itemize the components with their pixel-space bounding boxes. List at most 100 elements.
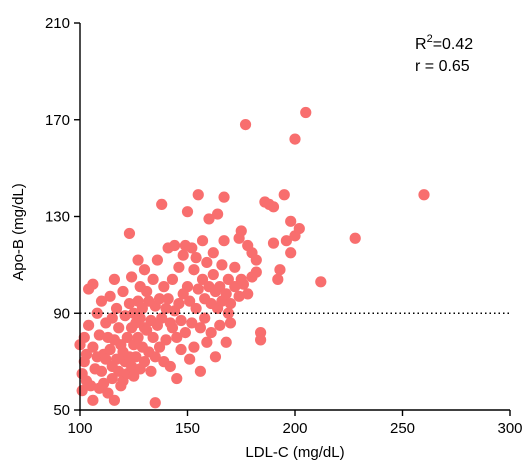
r-squared-label: R2=0.42 [415,33,473,53]
scatter-point [300,106,312,119]
scatter-point [280,235,292,247]
scatter-point [177,249,189,261]
scatter-point [87,394,99,406]
scatter-point [188,341,200,353]
scatter-point [173,261,185,273]
scatter-point [95,295,108,307]
scatter-point [85,380,97,392]
r-value-label: r = 0.65 [415,58,470,75]
scatter-point [83,319,95,331]
scatter-point [153,293,166,305]
scatter-point [242,288,254,300]
r-squared-superscript: 2 [427,33,433,45]
scatter-point [194,365,206,377]
scatter-point [175,343,187,356]
scatter-point [285,215,297,227]
scatter-point [278,189,290,201]
scatter-point [162,293,174,305]
scatter-point [113,322,125,334]
scatter-point [205,327,217,339]
scatter-point [207,268,219,281]
scatter-point [218,235,230,247]
scatter-point [418,189,430,201]
scatter-point [186,242,198,254]
scatter-point [285,247,297,259]
scatter-point [255,334,267,346]
scatter-point [123,227,136,240]
scatter-point [222,273,234,285]
scatter-point [166,322,179,334]
scatter-point [95,365,108,377]
scatter-point [130,351,142,363]
scatter-point [216,259,228,271]
scatter-point [104,290,116,302]
scatter-point [289,133,301,145]
scatter-point [250,266,262,278]
scatter-point [149,397,161,409]
scatter-point [192,283,204,295]
scatter-point [349,232,361,244]
scatter-point [218,191,230,203]
scatter-point [126,360,138,373]
x-tick-label: 200 [282,420,307,437]
scatter-point [145,365,157,377]
scatter-point [184,295,196,307]
scatter-point [93,329,105,341]
scatter-point [235,225,247,237]
scatter-point [192,189,204,201]
scatter-point [201,256,213,269]
scatter-point [141,285,153,298]
scatter-point [207,247,219,259]
scatter-point [138,356,151,368]
scatter-point [136,302,148,315]
scatter-point [98,377,110,389]
scatter-point [220,288,232,300]
scatter-point [108,273,120,285]
scatter-point [274,264,286,276]
scatter-point [224,317,237,329]
scatter-point [214,319,226,331]
scatter-point [106,372,118,385]
scatter-point [110,302,123,315]
scatter-point [214,281,226,293]
scatter-point [78,331,90,344]
scatter-point [156,198,168,211]
x-tick-label: 250 [390,420,415,437]
scatter-point [156,312,168,324]
y-axis-title: Apo-B (mg/dL) [10,183,27,281]
scatter-point [121,331,133,344]
scatter-point [196,235,209,247]
scatter-point [166,273,179,285]
scatter-point [186,317,198,329]
scatter-point [108,394,120,406]
scatter-point [149,351,161,363]
data-points [74,106,430,409]
scatter-point [224,297,237,310]
scatter-point [173,297,185,310]
ticks: 100 150 200 250 300 50 90 130 170 210 [45,15,523,437]
scatter-point [134,312,146,324]
scatter-point [201,336,213,348]
scatter-point [128,370,140,382]
scatter-point [106,312,118,324]
scatter-point [141,324,153,336]
scatter-point [233,290,245,302]
scatter-point [179,327,191,339]
y-tick-label: 90 [53,305,70,322]
scatter-point [160,334,172,346]
scatter-point [123,297,136,310]
y-tick-label: 50 [53,402,70,419]
scatter-point [102,387,114,399]
scatter-point [104,343,116,356]
scatter-point [196,273,209,285]
y-tick-label: 210 [45,15,70,32]
scatter-point [100,353,112,365]
scatter-point [132,254,144,266]
scatter-point [229,261,241,273]
scatter-point [222,307,234,319]
scatter-point [267,201,280,213]
scatter-point [158,281,170,293]
x-axis-title: LDL-C (mg/dL) [245,444,344,461]
scatter-point [239,118,252,131]
scatter-point [171,331,183,344]
